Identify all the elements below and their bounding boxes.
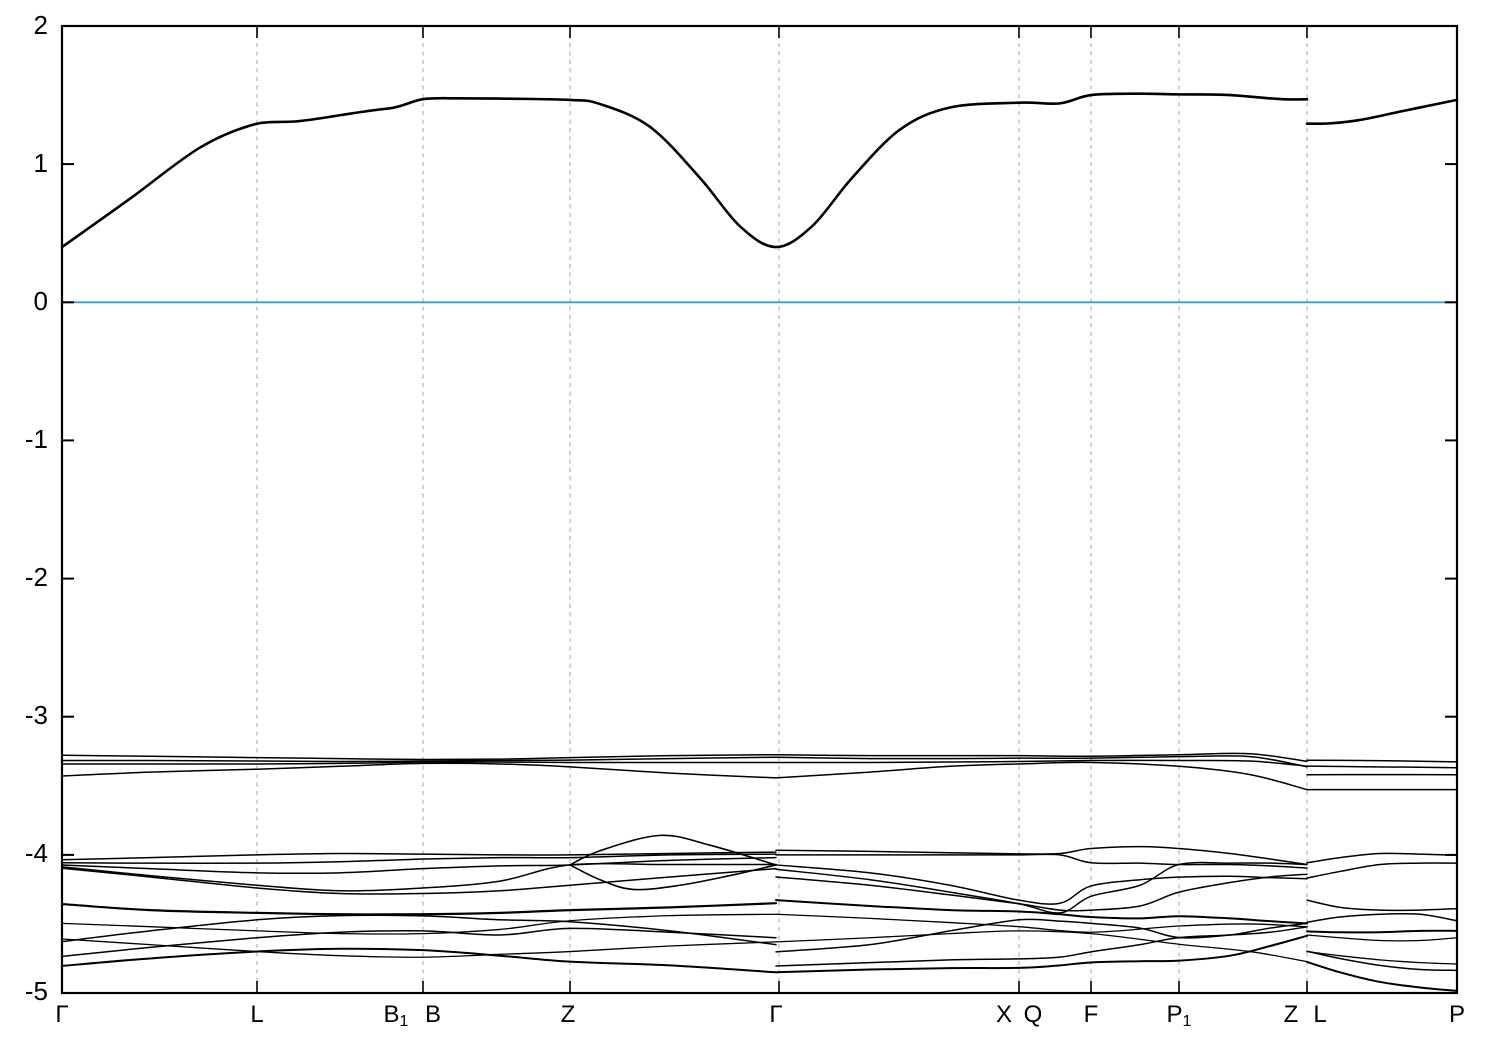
svg-text:2: 2 bbox=[34, 10, 48, 40]
svg-text:-4: -4 bbox=[25, 838, 48, 868]
svg-text:Γ: Γ bbox=[55, 1001, 68, 1028]
svg-text:P1: P1 bbox=[1167, 1001, 1192, 1030]
svg-text:B1: B1 bbox=[384, 1001, 409, 1030]
svg-text:-2: -2 bbox=[25, 562, 48, 592]
svg-text:L: L bbox=[250, 1001, 263, 1028]
svg-text:P: P bbox=[1449, 1001, 1465, 1028]
svg-text:-3: -3 bbox=[25, 700, 48, 730]
svg-text:Z: Z bbox=[1284, 1001, 1299, 1028]
svg-text:Γ: Γ bbox=[769, 1001, 782, 1028]
svg-text:Q: Q bbox=[1024, 1001, 1043, 1028]
svg-text:Z: Z bbox=[561, 1001, 576, 1028]
svg-text:0: 0 bbox=[34, 286, 48, 316]
svg-text:L: L bbox=[1313, 1001, 1326, 1028]
svg-text:1: 1 bbox=[34, 148, 48, 178]
svg-text:X: X bbox=[996, 1001, 1012, 1028]
svg-text:-5: -5 bbox=[25, 976, 48, 1006]
svg-text:F: F bbox=[1084, 1001, 1099, 1028]
svg-text:B: B bbox=[425, 1001, 441, 1028]
svg-text:-1: -1 bbox=[25, 424, 48, 454]
